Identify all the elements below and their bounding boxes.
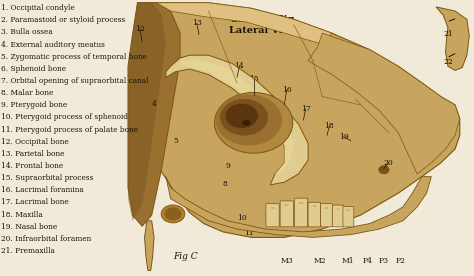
Ellipse shape: [225, 104, 258, 128]
Text: 12. Occipital bone: 12. Occipital bone: [1, 138, 69, 146]
Text: 11: 11: [244, 229, 254, 237]
Polygon shape: [145, 221, 154, 270]
FancyBboxPatch shape: [332, 205, 344, 227]
Text: 13. Parietal bone: 13. Parietal bone: [1, 150, 65, 158]
Text: Fig C: Fig C: [173, 252, 198, 261]
Ellipse shape: [220, 99, 268, 135]
Text: 5: 5: [173, 137, 178, 145]
Text: 4: 4: [152, 100, 156, 107]
Text: 7. Orbital opening of supraorbital canal: 7. Orbital opening of supraorbital canal: [1, 77, 149, 85]
Text: 5. Zygomatic process of temporal bone: 5. Zygomatic process of temporal bone: [1, 53, 147, 61]
Text: 18. Maxilla: 18. Maxilla: [1, 211, 43, 219]
Text: 3. Bulla ossea: 3. Bulla ossea: [1, 28, 53, 36]
Text: 15: 15: [249, 75, 258, 83]
Polygon shape: [156, 3, 332, 44]
FancyBboxPatch shape: [343, 206, 354, 227]
Ellipse shape: [216, 94, 282, 146]
Ellipse shape: [214, 92, 292, 153]
FancyBboxPatch shape: [294, 198, 308, 227]
FancyBboxPatch shape: [320, 204, 333, 227]
Text: M3: M3: [281, 257, 293, 265]
Polygon shape: [133, 3, 460, 237]
Text: P3: P3: [379, 257, 389, 265]
Text: 19: 19: [339, 133, 348, 140]
Text: 16. Lacrimal foramina: 16. Lacrimal foramina: [1, 186, 84, 194]
Text: 10: 10: [237, 214, 246, 222]
Text: 22: 22: [443, 58, 453, 66]
Text: 17. Lacrimal bone: 17. Lacrimal bone: [1, 198, 69, 206]
Text: 6. Sphenoid bone: 6. Sphenoid bone: [1, 65, 66, 73]
Text: 17: 17: [301, 105, 310, 113]
Text: 2. Paramastoid or styloid process: 2. Paramastoid or styloid process: [1, 16, 126, 24]
Text: M1: M1: [342, 257, 355, 265]
Text: Skull of Pig
Lateral View: Skull of Pig Lateral View: [229, 15, 297, 34]
Text: 8: 8: [223, 180, 228, 187]
Text: 8. Malar bone: 8. Malar bone: [1, 89, 54, 97]
Text: 15. Supraorbital process: 15. Supraorbital process: [1, 174, 94, 182]
Polygon shape: [166, 177, 431, 237]
Text: 16: 16: [282, 86, 292, 94]
Polygon shape: [128, 3, 166, 221]
Text: 19. Nasal bone: 19. Nasal bone: [1, 223, 58, 231]
Ellipse shape: [379, 166, 389, 174]
Text: 1. Occipital condyle: 1. Occipital condyle: [1, 4, 75, 12]
Ellipse shape: [164, 207, 182, 221]
Polygon shape: [436, 7, 469, 70]
FancyBboxPatch shape: [280, 201, 293, 227]
Text: 14: 14: [235, 62, 244, 70]
Text: 3: 3: [164, 207, 168, 215]
Text: 4. External auditory meatus: 4. External auditory meatus: [1, 41, 105, 49]
Text: 20: 20: [384, 159, 393, 167]
Text: 18: 18: [325, 122, 334, 129]
Text: 9: 9: [225, 162, 230, 169]
Text: 12: 12: [135, 25, 145, 33]
Text: 21: 21: [443, 31, 453, 38]
Text: 9. Pterygoid bone: 9. Pterygoid bone: [1, 101, 68, 109]
Text: 20. Infraorbital foramen: 20. Infraorbital foramen: [1, 235, 91, 243]
Text: P2: P2: [395, 257, 406, 265]
Text: M2: M2: [314, 257, 326, 265]
Text: 11. Pterygoid process of palate bone: 11. Pterygoid process of palate bone: [1, 126, 138, 134]
FancyBboxPatch shape: [266, 204, 279, 227]
Polygon shape: [180, 61, 294, 174]
Ellipse shape: [242, 120, 251, 126]
Text: 21. Premaxilla: 21. Premaxilla: [1, 247, 55, 255]
Text: 2: 2: [147, 251, 152, 259]
Text: P4: P4: [362, 257, 373, 265]
Polygon shape: [166, 55, 308, 185]
Text: 14. Frontal bone: 14. Frontal bone: [1, 162, 64, 170]
Ellipse shape: [161, 205, 185, 223]
Text: 13: 13: [192, 20, 201, 27]
Polygon shape: [308, 33, 460, 174]
Polygon shape: [128, 3, 180, 226]
FancyBboxPatch shape: [308, 202, 320, 227]
Text: 10. Pterygoid process of sphenoid: 10. Pterygoid process of sphenoid: [1, 113, 128, 121]
